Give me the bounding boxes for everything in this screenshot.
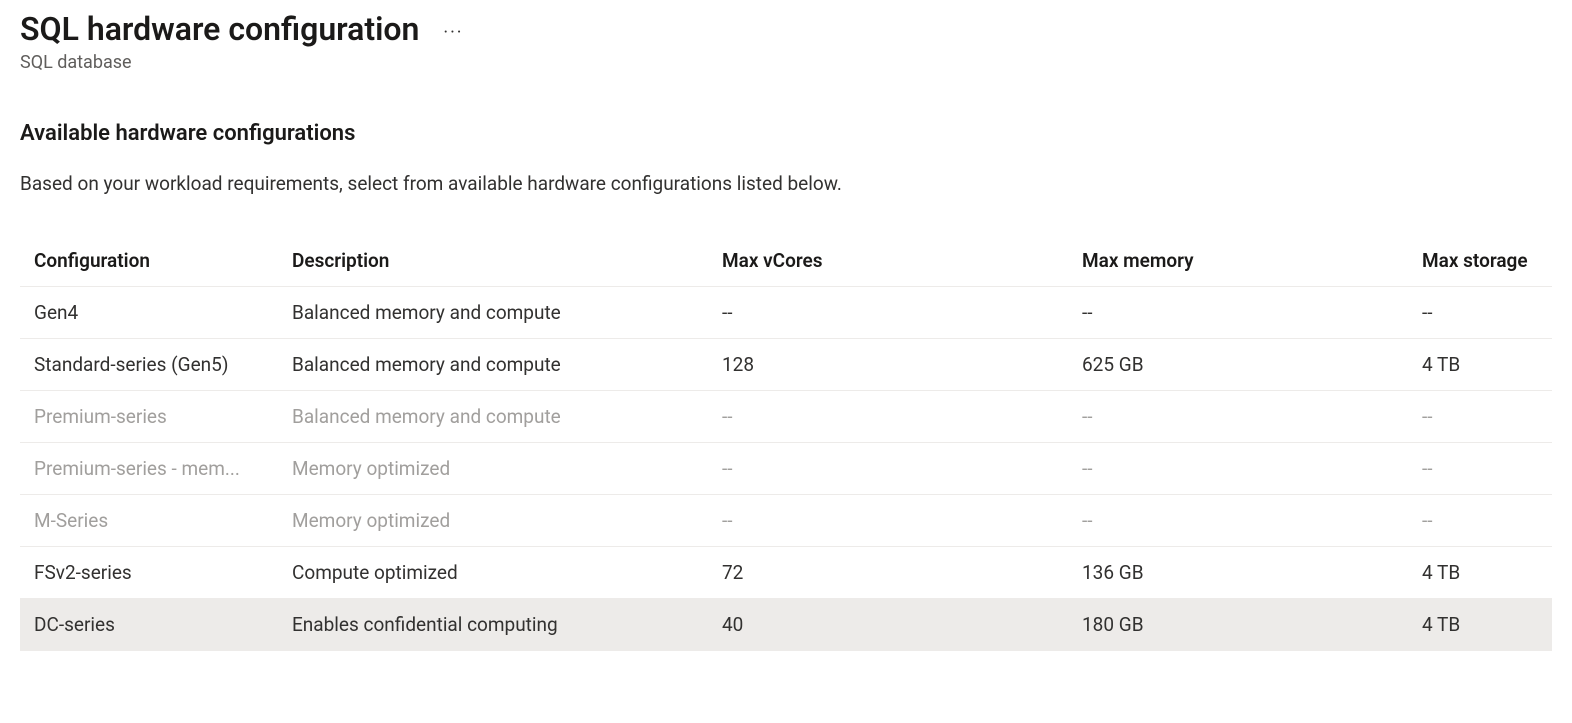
cell-description: Memory optimized xyxy=(280,443,710,495)
cell-configuration: Standard-series (Gen5) xyxy=(20,339,280,391)
cell-max-memory: -- xyxy=(1070,287,1410,339)
cell-description: Balanced memory and compute xyxy=(280,339,710,391)
more-options-icon[interactable]: ··· xyxy=(443,16,463,43)
cell-max-vcores: -- xyxy=(710,443,1070,495)
table-row[interactable]: Premium-series Balanced memory and compu… xyxy=(20,391,1552,443)
cell-max-storage: -- xyxy=(1410,443,1552,495)
cell-description: Balanced memory and compute xyxy=(280,287,710,339)
table-row[interactable]: FSv2-series Compute optimized 72 136 GB … xyxy=(20,547,1552,599)
cell-configuration: Premium-series xyxy=(20,391,280,443)
cell-configuration: DC-series xyxy=(20,599,280,651)
table-row[interactable]: Premium-series - mem... Memory optimized… xyxy=(20,443,1552,495)
cell-max-vcores: -- xyxy=(710,495,1070,547)
column-header-max-vcores[interactable]: Max vCores xyxy=(710,239,1070,287)
cell-description: Balanced memory and compute xyxy=(280,391,710,443)
table-body: Gen4 Balanced memory and compute -- -- -… xyxy=(20,287,1552,651)
table-row[interactable]: DC-series Enables confidential computing… xyxy=(20,599,1552,651)
column-header-configuration[interactable]: Configuration xyxy=(20,239,280,287)
hardware-config-table: Configuration Description Max vCores Max… xyxy=(20,239,1552,651)
cell-configuration: M-Series xyxy=(20,495,280,547)
cell-max-vcores: 128 xyxy=(710,339,1070,391)
cell-max-storage: 4 TB xyxy=(1410,339,1552,391)
page-title: SQL hardware configuration xyxy=(20,10,419,48)
section-title: Available hardware configurations xyxy=(20,121,1552,146)
cell-max-storage: -- xyxy=(1410,391,1552,443)
cell-max-storage: -- xyxy=(1410,287,1552,339)
page-subtitle: SQL database xyxy=(20,52,1552,73)
table-row[interactable]: M-Series Memory optimized -- -- -- xyxy=(20,495,1552,547)
cell-max-storage: 4 TB xyxy=(1410,547,1552,599)
cell-max-memory: 625 GB xyxy=(1070,339,1410,391)
cell-max-vcores: -- xyxy=(710,287,1070,339)
cell-max-storage: 4 TB xyxy=(1410,599,1552,651)
table-row[interactable]: Gen4 Balanced memory and compute -- -- -… xyxy=(20,287,1552,339)
cell-max-vcores: -- xyxy=(710,391,1070,443)
cell-max-memory: -- xyxy=(1070,443,1410,495)
cell-description: Enables confidential computing xyxy=(280,599,710,651)
cell-max-storage: -- xyxy=(1410,495,1552,547)
cell-configuration: Gen4 xyxy=(20,287,280,339)
table-row[interactable]: Standard-series (Gen5) Balanced memory a… xyxy=(20,339,1552,391)
section-description: Based on your workload requirements, sel… xyxy=(20,172,1552,195)
cell-max-memory: 136 GB xyxy=(1070,547,1410,599)
cell-description: Compute optimized xyxy=(280,547,710,599)
cell-max-memory: -- xyxy=(1070,495,1410,547)
column-header-max-storage[interactable]: Max storage xyxy=(1410,239,1552,287)
cell-max-memory: -- xyxy=(1070,391,1410,443)
cell-configuration: Premium-series - mem... xyxy=(20,443,280,495)
column-header-description[interactable]: Description xyxy=(280,239,710,287)
cell-configuration: FSv2-series xyxy=(20,547,280,599)
table-header-row: Configuration Description Max vCores Max… xyxy=(20,239,1552,287)
cell-max-vcores: 40 xyxy=(710,599,1070,651)
cell-max-memory: 180 GB xyxy=(1070,599,1410,651)
cell-description: Memory optimized xyxy=(280,495,710,547)
column-header-max-memory[interactable]: Max memory xyxy=(1070,239,1410,287)
cell-max-vcores: 72 xyxy=(710,547,1070,599)
